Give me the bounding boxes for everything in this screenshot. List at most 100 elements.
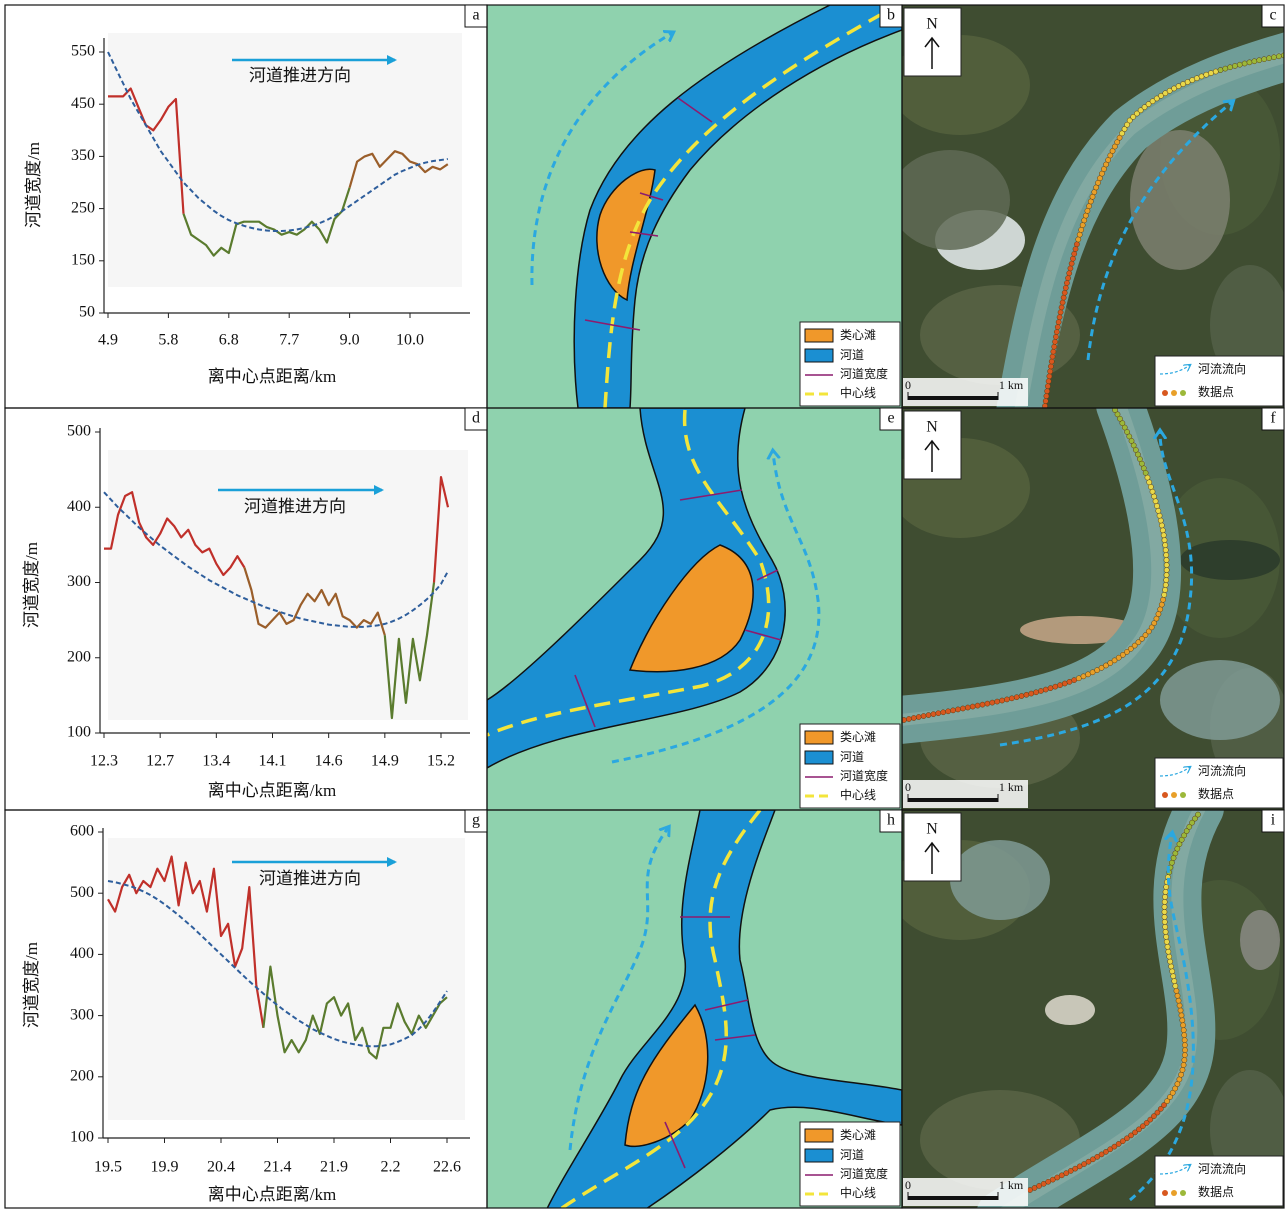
y-tick-label: 400 [67, 498, 91, 515]
width-measure [679, 489, 743, 501]
terrain-patch [1020, 616, 1140, 644]
data-point [1246, 59, 1253, 66]
data-point [1179, 1067, 1186, 1073]
data-point [1124, 1135, 1130, 1142]
y-tick-label: 50 [79, 304, 95, 321]
data-point [1052, 338, 1058, 345]
data-point [1013, 694, 1020, 701]
legend-swatch [1159, 365, 1190, 375]
data-point [1048, 363, 1054, 370]
panel-letter: i [1271, 812, 1276, 829]
width-measure [756, 569, 779, 581]
data-point [1058, 1172, 1065, 1179]
data-point [1176, 1076, 1183, 1083]
panel-letter: h [887, 812, 895, 829]
data-point [1181, 1037, 1188, 1043]
data-point [1105, 157, 1112, 163]
legend-label: 中心线 [840, 1185, 876, 1200]
data-point [1018, 693, 1025, 699]
legend-label: 河流流向 [1198, 763, 1246, 778]
data-point [1079, 222, 1086, 228]
data-point [1054, 324, 1061, 330]
data-point [1141, 104, 1148, 111]
panel-letter: d [472, 410, 480, 427]
data-point [1085, 1158, 1092, 1165]
centerline [559, 810, 762, 1208]
data-point [930, 711, 937, 717]
data-point [979, 701, 986, 708]
data-point [1236, 61, 1243, 68]
scale-start: 0 [905, 378, 911, 392]
x-tick-label: 10.0 [396, 332, 424, 349]
legend-label: 河道 [840, 750, 864, 764]
data-point [1084, 208, 1091, 214]
data-point [1114, 411, 1121, 418]
centerline [603, 13, 881, 408]
data-point [1040, 1180, 1047, 1187]
data-point [1103, 1148, 1109, 1155]
data-point [1072, 1165, 1079, 1172]
legend-label: 河流流向 [1198, 1161, 1246, 1176]
data-point [1038, 688, 1044, 694]
data-point [1180, 1027, 1187, 1034]
data-point [1128, 1132, 1134, 1139]
data-point [1103, 662, 1109, 669]
data-point [1171, 85, 1177, 92]
data-point [1090, 1156, 1096, 1163]
data-point [1071, 251, 1078, 257]
data-point [1181, 1032, 1188, 1038]
data-point [1051, 343, 1058, 350]
data-point [1178, 1071, 1184, 1078]
y-axis-label: 河道宽度/m [22, 542, 41, 628]
data-point [1276, 53, 1282, 60]
width-measure [704, 999, 749, 1011]
data-point [1241, 60, 1248, 67]
data-point [1114, 139, 1121, 145]
data-point [1132, 447, 1139, 453]
data-point [1208, 70, 1214, 76]
data-point [1052, 683, 1059, 690]
data-point [1181, 1052, 1188, 1058]
data-point [1195, 811, 1201, 818]
data-point [1151, 620, 1158, 626]
data-point [1075, 236, 1082, 243]
width-measure [744, 629, 782, 641]
data-point [1121, 424, 1128, 431]
data-point [1053, 329, 1060, 335]
flow-arrow [999, 432, 1193, 747]
width-line [104, 476, 450, 583]
x-tick-label: 20.4 [207, 1159, 235, 1176]
data-point [1042, 398, 1049, 404]
legend-swatch [1159, 767, 1190, 777]
legend-swatch [1159, 1165, 1190, 1175]
data-point [1057, 682, 1063, 688]
data-point [1116, 134, 1123, 141]
data-point [1109, 148, 1116, 154]
legend-label: 河道宽度 [840, 768, 888, 783]
north-label: N [926, 419, 938, 436]
data-point [915, 714, 922, 720]
data-point [1124, 121, 1130, 128]
mid-channel-bar [624, 1003, 709, 1147]
annotation: 河道推进方向 [259, 869, 361, 888]
data-point [1047, 685, 1054, 691]
data-point [1134, 110, 1140, 117]
data-point [1139, 635, 1145, 642]
terrain-patch [950, 840, 1050, 920]
data-point [974, 702, 981, 709]
data-point [1147, 1116, 1154, 1123]
data-point [1067, 1168, 1074, 1174]
data-point [1162, 889, 1169, 895]
data-point [945, 708, 952, 715]
data-point [969, 703, 976, 710]
data-point [1158, 601, 1165, 608]
data-point [1043, 393, 1050, 399]
data-point [1164, 943, 1171, 950]
x-tick-label: 21.4 [264, 1159, 292, 1176]
data-point [1008, 695, 1015, 702]
data-point [1198, 73, 1205, 80]
terrain-patch [1130, 130, 1230, 270]
river-channel [487, 408, 786, 769]
scale-end: 1 km [999, 1178, 1024, 1192]
data-point [1128, 438, 1135, 444]
